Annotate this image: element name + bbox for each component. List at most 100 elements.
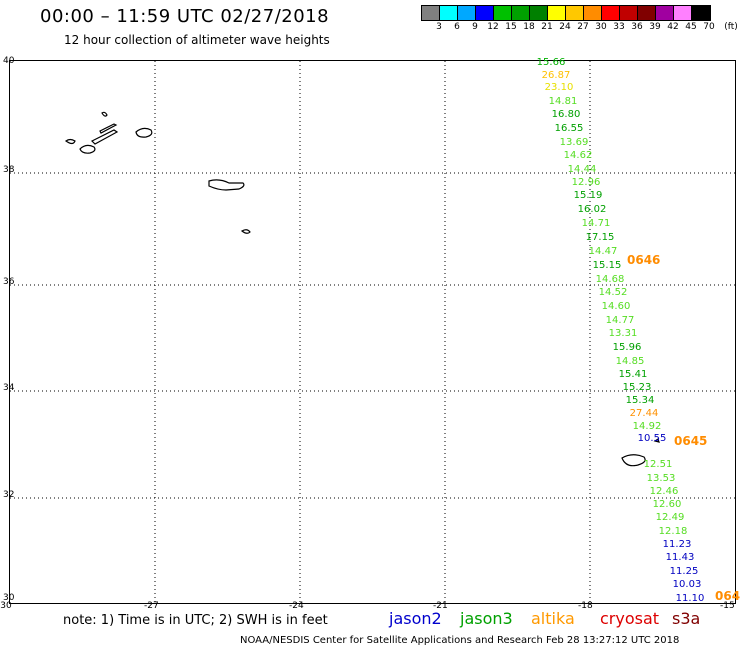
pass-time-label: 0645 [674, 434, 708, 448]
legend-label: 21 [541, 22, 553, 32]
legend-swatch [494, 6, 512, 20]
wave-height-point: 15.66 [536, 57, 566, 68]
island-faial [79, 144, 96, 154]
island-madeira [621, 454, 646, 467]
legend-label: 33 [613, 22, 625, 32]
longitude-label: -21 [433, 601, 448, 611]
wave-height-point: 16.80 [551, 109, 581, 120]
wave-height-point: 15.96 [612, 342, 642, 353]
wave-height-point: 11.10 [675, 593, 705, 604]
wave-height-point: 10.55 [637, 433, 667, 444]
legend-label: 36 [631, 22, 643, 32]
wave-height-point: 14.85 [615, 356, 645, 367]
wave-height-point: 12.60 [652, 499, 682, 510]
chart-subtitle: 12 hour collection of altimeter wave hei… [64, 33, 330, 47]
wave-height-point: 12.96 [571, 177, 601, 188]
legend-label: 15 [505, 22, 517, 32]
latitude-label: 30 [3, 593, 15, 603]
wave-height-point: 14.81 [548, 96, 578, 107]
legend-unit: (ft) [724, 22, 738, 32]
satellite-label: jason2 [389, 609, 442, 628]
latitude-label: 34 [3, 383, 15, 393]
credit-line: NOAA/NESDIS Center for Satellite Applica… [240, 635, 680, 646]
wave-height-point: 14.62 [563, 150, 593, 161]
legend-label: 24 [559, 22, 571, 32]
island-pico [90, 129, 119, 145]
wave-height-point: 14.60 [601, 301, 631, 312]
legend-swatch [692, 6, 710, 20]
islands [64, 111, 660, 467]
legend-swatch [548, 6, 566, 20]
legend-swatch [584, 6, 602, 20]
legend-label: 6 [454, 22, 460, 32]
island-terceira [135, 127, 153, 138]
wave-height-point: 15.41 [618, 369, 648, 380]
chart-title: 00:00 – 11:59 UTC 02/27/2018 [40, 6, 330, 27]
wave-height-point: 17.15 [585, 232, 615, 243]
legend-label: 42 [667, 22, 679, 32]
legend-swatch [620, 6, 638, 20]
island-santa-maria [240, 229, 251, 234]
wave-height-point: 14.68 [595, 274, 625, 285]
wave-height-point: 23.10 [544, 82, 574, 93]
wave-height-point: 14.71 [581, 218, 611, 229]
wave-height-point: 10.03 [672, 579, 702, 590]
satellite-label: cryosat [600, 609, 660, 628]
wave-height-point: 15.34 [625, 395, 655, 406]
wave-height-point: 13.31 [608, 328, 638, 339]
map-frame: 40 38 36 34 32 30 15.66 26.87 23.10 14.81 16.80 16… [3, 56, 740, 605]
wave-height-point: 12.18 [658, 526, 688, 537]
pass-time-label: 064 [715, 589, 740, 603]
wave-height-point: 11.23 [662, 539, 692, 550]
island-sao-miguel [208, 179, 245, 191]
legend-label: 70 [703, 22, 715, 32]
latitude-label: 36 [3, 277, 15, 287]
latitude-label: 38 [3, 165, 15, 175]
wave-height-point: 13.53 [646, 473, 676, 484]
island-sao-jorge [99, 123, 118, 134]
legend-label: 27 [577, 22, 589, 32]
wave-height-point: 26.87 [541, 70, 571, 81]
legend-swatch [458, 6, 476, 20]
legend-swatch [530, 6, 548, 20]
longitude-label: -30 [0, 601, 12, 611]
wave-height-point: 13.69 [559, 137, 589, 148]
legend-label: 39 [649, 22, 661, 32]
legend-swatch [512, 6, 530, 20]
legend-swatch [656, 6, 674, 20]
satellite-label: altika [531, 609, 575, 628]
satellite-label: s3a [672, 609, 701, 628]
wave-height-point: 16.02 [577, 204, 607, 215]
island-porto-santo [653, 438, 660, 443]
legend-swatch [422, 6, 440, 20]
legend-label: 30 [595, 22, 607, 32]
footer-note: note: 1) Time is in UTC; 2) SWH is in fe… [63, 613, 328, 628]
wave-height-point: 16.55 [554, 123, 584, 134]
longitude-label: -18 [578, 601, 593, 611]
legend-swatch [674, 6, 692, 20]
latitude-label: 40 [3, 56, 15, 66]
legend-swatch [440, 6, 458, 20]
color-legend-bar [421, 5, 711, 21]
wave-height-point: 11.25 [669, 566, 699, 577]
longitude-label: -15 [720, 601, 735, 611]
wave-height-point: 11.43 [665, 552, 695, 563]
wave-height-point: 15.23 [622, 382, 652, 393]
latitude-label: 32 [3, 490, 15, 500]
color-legend-labels: 3 6 9 12 15 18 21 24 27 30 33 36 39 42 45 70 (ft) [421, 22, 740, 34]
wave-height-point: 15.15 [592, 260, 622, 271]
legend-swatch [566, 6, 584, 20]
island-corvo [101, 111, 108, 117]
legend-swatch [638, 6, 656, 20]
wave-height-point: 14.77 [605, 315, 635, 326]
longitude-label: -24 [289, 601, 304, 611]
wave-height-point: 14.44 [567, 164, 597, 175]
satellite-label: jason3 [460, 609, 513, 628]
legend-swatch [602, 6, 620, 20]
wave-height-point: 12.51 [643, 459, 673, 470]
wave-height-point: 14.52 [598, 287, 628, 298]
pass-time-label: 0646 [627, 253, 661, 267]
wave-height-point: 14.92 [632, 421, 662, 432]
legend-label: 18 [523, 22, 535, 32]
wave-height-point: 15.19 [573, 190, 603, 201]
